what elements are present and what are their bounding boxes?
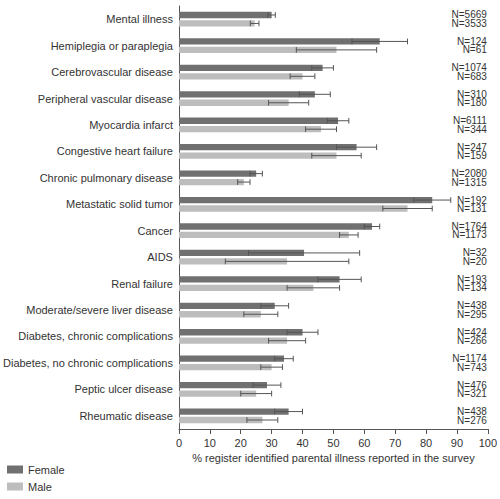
svg-text:N=159: N=159 xyxy=(457,150,487,161)
svg-text:N=266: N=266 xyxy=(457,335,487,346)
svg-text:N=180: N=180 xyxy=(457,97,487,108)
svg-text:N=344: N=344 xyxy=(457,124,487,135)
svg-text:N=6111: N=6111 xyxy=(453,115,487,127)
svg-text:N=32: N=32 xyxy=(462,247,487,259)
svg-text:N=683: N=683 xyxy=(457,71,487,82)
svg-text:60: 60 xyxy=(358,437,370,449)
svg-text:Diabetes, chronic complication: Diabetes, chronic complications xyxy=(18,330,173,342)
svg-text:90: 90 xyxy=(451,437,463,449)
svg-text:N=124: N=124 xyxy=(457,35,487,47)
svg-text:Female: Female xyxy=(28,464,65,476)
svg-text:Male: Male xyxy=(28,481,52,493)
svg-text:100: 100 xyxy=(479,437,497,449)
svg-text:Chronic pulmonary disease: Chronic pulmonary disease xyxy=(40,172,173,184)
svg-text:Rheumatic disease: Rheumatic disease xyxy=(79,410,173,422)
svg-text:Hemiplegia or paraplegia: Hemiplegia or paraplegia xyxy=(51,40,174,52)
svg-text:Cancer: Cancer xyxy=(138,225,174,237)
svg-text:N=276: N=276 xyxy=(457,415,487,426)
svg-text:0: 0 xyxy=(176,437,182,449)
svg-text:N=438: N=438 xyxy=(457,300,487,312)
svg-text:N=1764: N=1764 xyxy=(451,221,487,232)
svg-text:N=20: N=20 xyxy=(463,256,488,267)
svg-text:N=5669: N=5669 xyxy=(451,9,487,21)
svg-text:N=61: N=61 xyxy=(463,44,488,55)
svg-text:N=3533: N=3533 xyxy=(452,18,488,29)
svg-text:10: 10 xyxy=(204,437,216,449)
svg-text:N=424: N=424 xyxy=(457,326,487,338)
svg-text:N=247: N=247 xyxy=(457,141,487,153)
svg-text:N=1174: N=1174 xyxy=(452,353,487,365)
svg-text:N=438: N=438 xyxy=(457,406,487,418)
svg-text:AIDS: AIDS xyxy=(147,251,173,263)
svg-text:Congestive heart failure: Congestive heart failure xyxy=(57,145,173,157)
svg-text:Metastatic solid tumor: Metastatic solid tumor xyxy=(66,198,173,210)
svg-text:N=1315: N=1315 xyxy=(452,177,488,188)
svg-text:70: 70 xyxy=(389,437,401,449)
svg-text:Renal failure: Renal failure xyxy=(111,278,173,290)
svg-text:N=2080: N=2080 xyxy=(451,168,487,180)
svg-text:N=321: N=321 xyxy=(457,388,487,399)
svg-text:N=134: N=134 xyxy=(457,282,487,293)
svg-text:Moderate/severe liver disease: Moderate/severe liver disease xyxy=(26,304,173,316)
svg-text:N=743: N=743 xyxy=(457,362,487,373)
svg-text:Peptic ulcer disease: Peptic ulcer disease xyxy=(75,383,173,395)
svg-text:Mental illness: Mental illness xyxy=(106,13,173,25)
svg-text:Myocardia infarct: Myocardia infarct xyxy=(89,119,173,131)
svg-text:N=192: N=192 xyxy=(457,194,487,206)
svg-text:N=476: N=476 xyxy=(457,379,487,391)
svg-text:30: 30 xyxy=(266,437,278,449)
svg-text:N=1173: N=1173 xyxy=(452,229,487,240)
svg-text:Diabetes, no chronic complicat: Diabetes, no chronic complications xyxy=(3,357,173,369)
svg-text:N=193: N=193 xyxy=(457,273,487,285)
svg-text:N=131: N=131 xyxy=(457,203,487,214)
svg-text:20: 20 xyxy=(235,437,247,449)
svg-text:Peripheral vascular disease: Peripheral vascular disease xyxy=(38,93,173,105)
svg-text:50: 50 xyxy=(327,437,339,449)
svg-text:N=310: N=310 xyxy=(457,88,487,100)
svg-text:Cerebrovascular disease: Cerebrovascular disease xyxy=(51,66,173,78)
svg-text:80: 80 xyxy=(420,437,432,449)
svg-text:40: 40 xyxy=(296,437,308,449)
svg-text:% register identified parental: % register identified parental illness r… xyxy=(192,452,475,464)
svg-text:N=295: N=295 xyxy=(457,309,487,320)
svg-text:N=1074: N=1074 xyxy=(451,62,487,74)
